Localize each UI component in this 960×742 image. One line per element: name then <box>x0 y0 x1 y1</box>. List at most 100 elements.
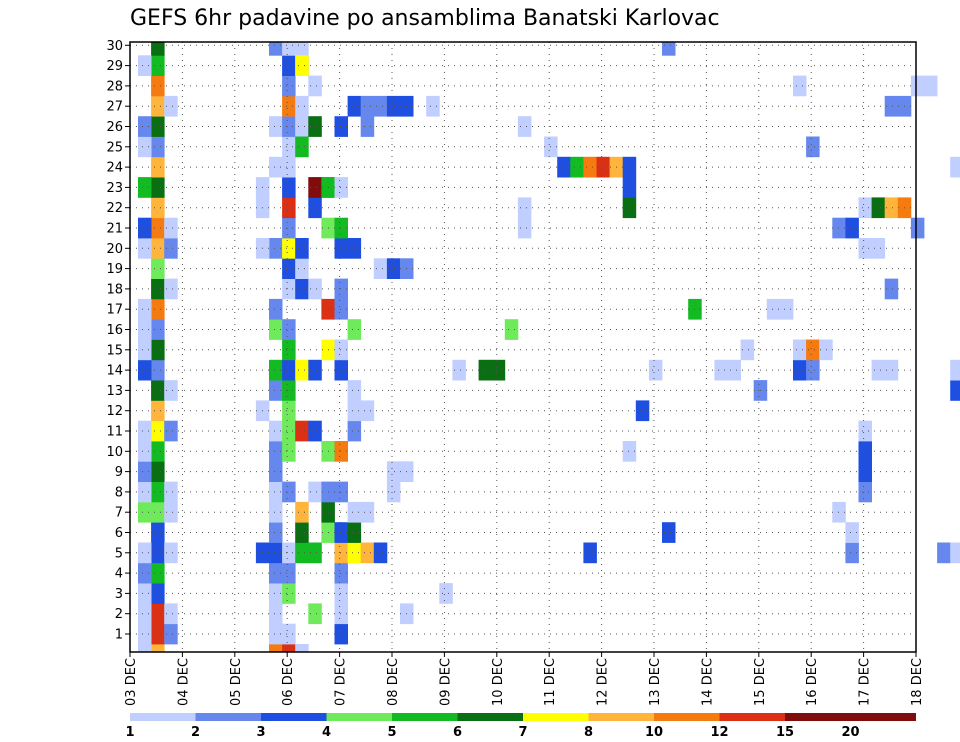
colorbar-label: 7 <box>518 725 527 740</box>
heatmap-cell <box>871 238 886 259</box>
heatmap-cell <box>295 136 309 158</box>
heatmap-cell <box>164 217 178 239</box>
heatmap-cell <box>164 278 178 300</box>
heatmap-cell <box>832 501 846 523</box>
heatmap-cell <box>373 258 388 279</box>
heatmap-cell <box>269 542 283 564</box>
x-tick-label: 03 DEC <box>124 658 139 706</box>
y-tick-label: 1 <box>115 628 123 643</box>
heatmap-cell <box>360 542 375 564</box>
y-tick-label: 28 <box>106 79 123 94</box>
heatmap-cell <box>138 339 152 361</box>
heatmap-cell <box>282 177 296 198</box>
heatmap-cell <box>334 623 348 645</box>
heatmap-cell <box>138 136 152 158</box>
heatmap-cell <box>269 298 283 320</box>
heatmap-cell <box>151 319 165 340</box>
heatmap-cell <box>806 136 820 158</box>
heatmap-cell <box>766 298 781 320</box>
y-tick-label: 17 <box>106 303 123 318</box>
plot-frame <box>129 41 917 653</box>
x-tick-label: 11 DEC <box>543 658 558 706</box>
colorbar-label: 2 <box>191 725 200 740</box>
heatmap-cell <box>151 238 165 259</box>
heatmap-cell <box>779 298 794 320</box>
heatmap-cell <box>282 562 296 584</box>
y-tick-label: 29 <box>106 59 123 74</box>
heatmap-cell <box>282 136 296 158</box>
heatmap-cell <box>151 55 165 76</box>
y-tick-label: 5 <box>115 546 123 561</box>
heatmap-cell <box>164 380 178 401</box>
heatmap-cell <box>151 420 165 442</box>
heatmap-cell <box>360 95 375 117</box>
heatmap-cell <box>138 603 152 625</box>
heatmap-cell <box>269 501 283 523</box>
heatmap-cell <box>164 420 178 442</box>
y-tick-label: 10 <box>106 445 123 460</box>
heatmap-cell <box>138 461 152 482</box>
colorbar-label: 6 <box>453 725 462 740</box>
heatmap-cell <box>295 522 309 543</box>
heatmap-cell <box>151 42 165 56</box>
heatmap-cell <box>269 623 283 645</box>
heatmap-cell <box>806 339 820 361</box>
heatmap-cell <box>478 359 493 381</box>
y-tick-label: 15 <box>106 343 123 358</box>
colorbar-label: 8 <box>584 725 593 740</box>
x-tick-label: 04 DEC <box>176 658 191 706</box>
heatmap-cell <box>884 359 899 381</box>
heatmap-cell <box>138 359 152 381</box>
heatmap-cell <box>622 441 637 462</box>
heatmap-cell <box>151 258 165 279</box>
x-tick-label: 10 DEC <box>491 658 506 706</box>
heatmap-cell <box>138 644 152 653</box>
y-tick-label: 19 <box>106 262 123 277</box>
heatmap-cell <box>295 238 309 259</box>
colorbar-label: 20 <box>841 725 859 740</box>
heatmap-cell <box>793 359 807 381</box>
heatmap-cell <box>596 156 610 178</box>
heatmap-cell <box>282 197 296 219</box>
heatmap-cell <box>269 441 283 462</box>
y-axis-ticks: 1234567891011121314151617181920212223242… <box>106 39 130 643</box>
heatmap-cell <box>334 542 348 564</box>
y-tick-label: 8 <box>115 485 123 500</box>
heatmap-cell <box>282 420 296 442</box>
heatmap-cell <box>386 258 401 279</box>
heatmap-cell <box>151 501 165 523</box>
heatmap-cell <box>308 116 322 137</box>
colorbar-label: 12 <box>710 725 728 740</box>
heatmap-cell <box>386 481 401 503</box>
colorbar-swatch <box>719 713 786 721</box>
heatmap-cell <box>570 156 584 178</box>
heatmap-cell <box>793 75 807 97</box>
heatmap-cell <box>334 116 348 137</box>
heatmap-cell <box>662 522 676 543</box>
x-tick-label: 08 DEC <box>386 658 401 706</box>
heatmap-cell <box>151 177 165 198</box>
y-tick-label: 25 <box>106 140 123 155</box>
heatmap-cell <box>269 562 283 584</box>
heatmap-cell <box>151 278 165 300</box>
heatmap-cell <box>151 583 165 604</box>
heatmap-cell <box>308 481 322 503</box>
heatmap-cell <box>937 542 951 564</box>
heatmap-cell <box>884 95 899 117</box>
heatmap-cell <box>151 75 165 97</box>
x-tick-label: 13 DEC <box>648 658 663 706</box>
y-tick-label: 9 <box>115 465 123 480</box>
y-tick-label: 6 <box>115 526 123 541</box>
heatmap-cell <box>269 603 283 625</box>
colorbar-swatch <box>392 713 458 721</box>
heatmap-cell <box>648 359 663 381</box>
heatmap-cell <box>622 177 637 198</box>
heatmap-cell <box>622 156 637 178</box>
heatmap-cell <box>504 319 519 340</box>
heatmap-cell <box>308 420 322 442</box>
heatmap-cell <box>727 359 741 381</box>
heatmap-cell <box>282 359 296 381</box>
heatmap-cell <box>151 400 165 422</box>
heatmap-cell <box>308 177 322 198</box>
heatmap-cell <box>347 542 362 564</box>
